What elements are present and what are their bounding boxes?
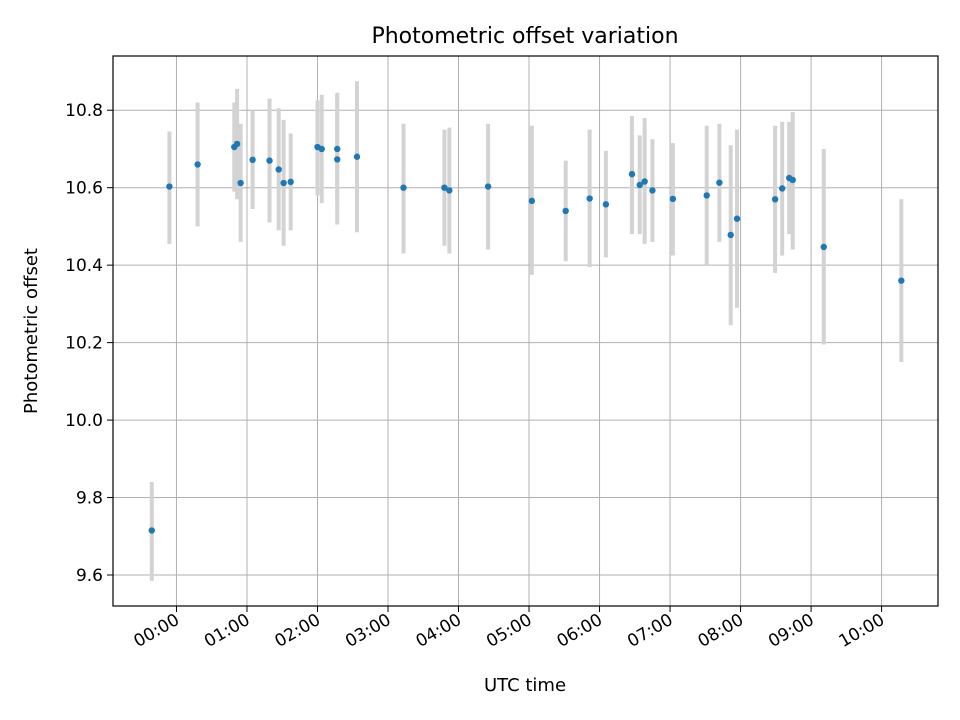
- data-point: [334, 156, 341, 163]
- data-point: [789, 176, 796, 184]
- data-point: [275, 166, 282, 173]
- data-point: [586, 195, 593, 202]
- y-axis-label: Photometric offset: [21, 248, 42, 414]
- data-point: [898, 277, 905, 284]
- data-point: [716, 179, 723, 186]
- y-tick-label: 10.4: [65, 256, 103, 276]
- data-point: [400, 184, 407, 191]
- data-point: [641, 178, 648, 185]
- data-point: [602, 201, 610, 208]
- data-point: [649, 187, 656, 194]
- data-point: [249, 156, 256, 164]
- data-points: [148, 140, 905, 534]
- data-point: [318, 145, 325, 153]
- data-point: [703, 192, 710, 199]
- data-point: [334, 145, 341, 153]
- y-axis-ticks: 9.6 9.8 10.0 10.2 10.4 10.6 10.8: [65, 101, 113, 586]
- data-point: [280, 179, 287, 187]
- x-axis-label: UTC time: [484, 675, 566, 696]
- data-point: [353, 153, 361, 160]
- data-point: [166, 183, 173, 190]
- y-tick-label: 10.6: [65, 179, 103, 199]
- data-point: [484, 183, 492, 190]
- y-tick-label: 9.6: [76, 566, 103, 586]
- data-point: [233, 140, 241, 148]
- data-point: [562, 207, 569, 215]
- data-point: [528, 197, 536, 205]
- data-point: [148, 527, 155, 534]
- data-point: [628, 170, 636, 178]
- data-point: [636, 181, 643, 189]
- data-point: [771, 196, 779, 203]
- data-point: [820, 243, 827, 251]
- y-tick-label: 10.2: [65, 334, 103, 354]
- data-point: [446, 187, 453, 194]
- data-point: [266, 157, 273, 164]
- chart-title: Photometric offset variation: [371, 24, 678, 49]
- grid-lines: [113, 56, 938, 606]
- y-tick-label: 10.0: [65, 411, 103, 431]
- data-point: [441, 184, 448, 191]
- y-tick-label: 9.8: [76, 489, 103, 509]
- data-point: [237, 179, 244, 187]
- data-point: [733, 215, 741, 222]
- data-point: [727, 231, 734, 239]
- data-point: [669, 195, 677, 203]
- y-tick-label: 10.8: [65, 101, 103, 121]
- plot-frame: [112, 55, 939, 607]
- data-point: [287, 178, 294, 186]
- data-point: [778, 185, 786, 192]
- data-point: [194, 161, 201, 168]
